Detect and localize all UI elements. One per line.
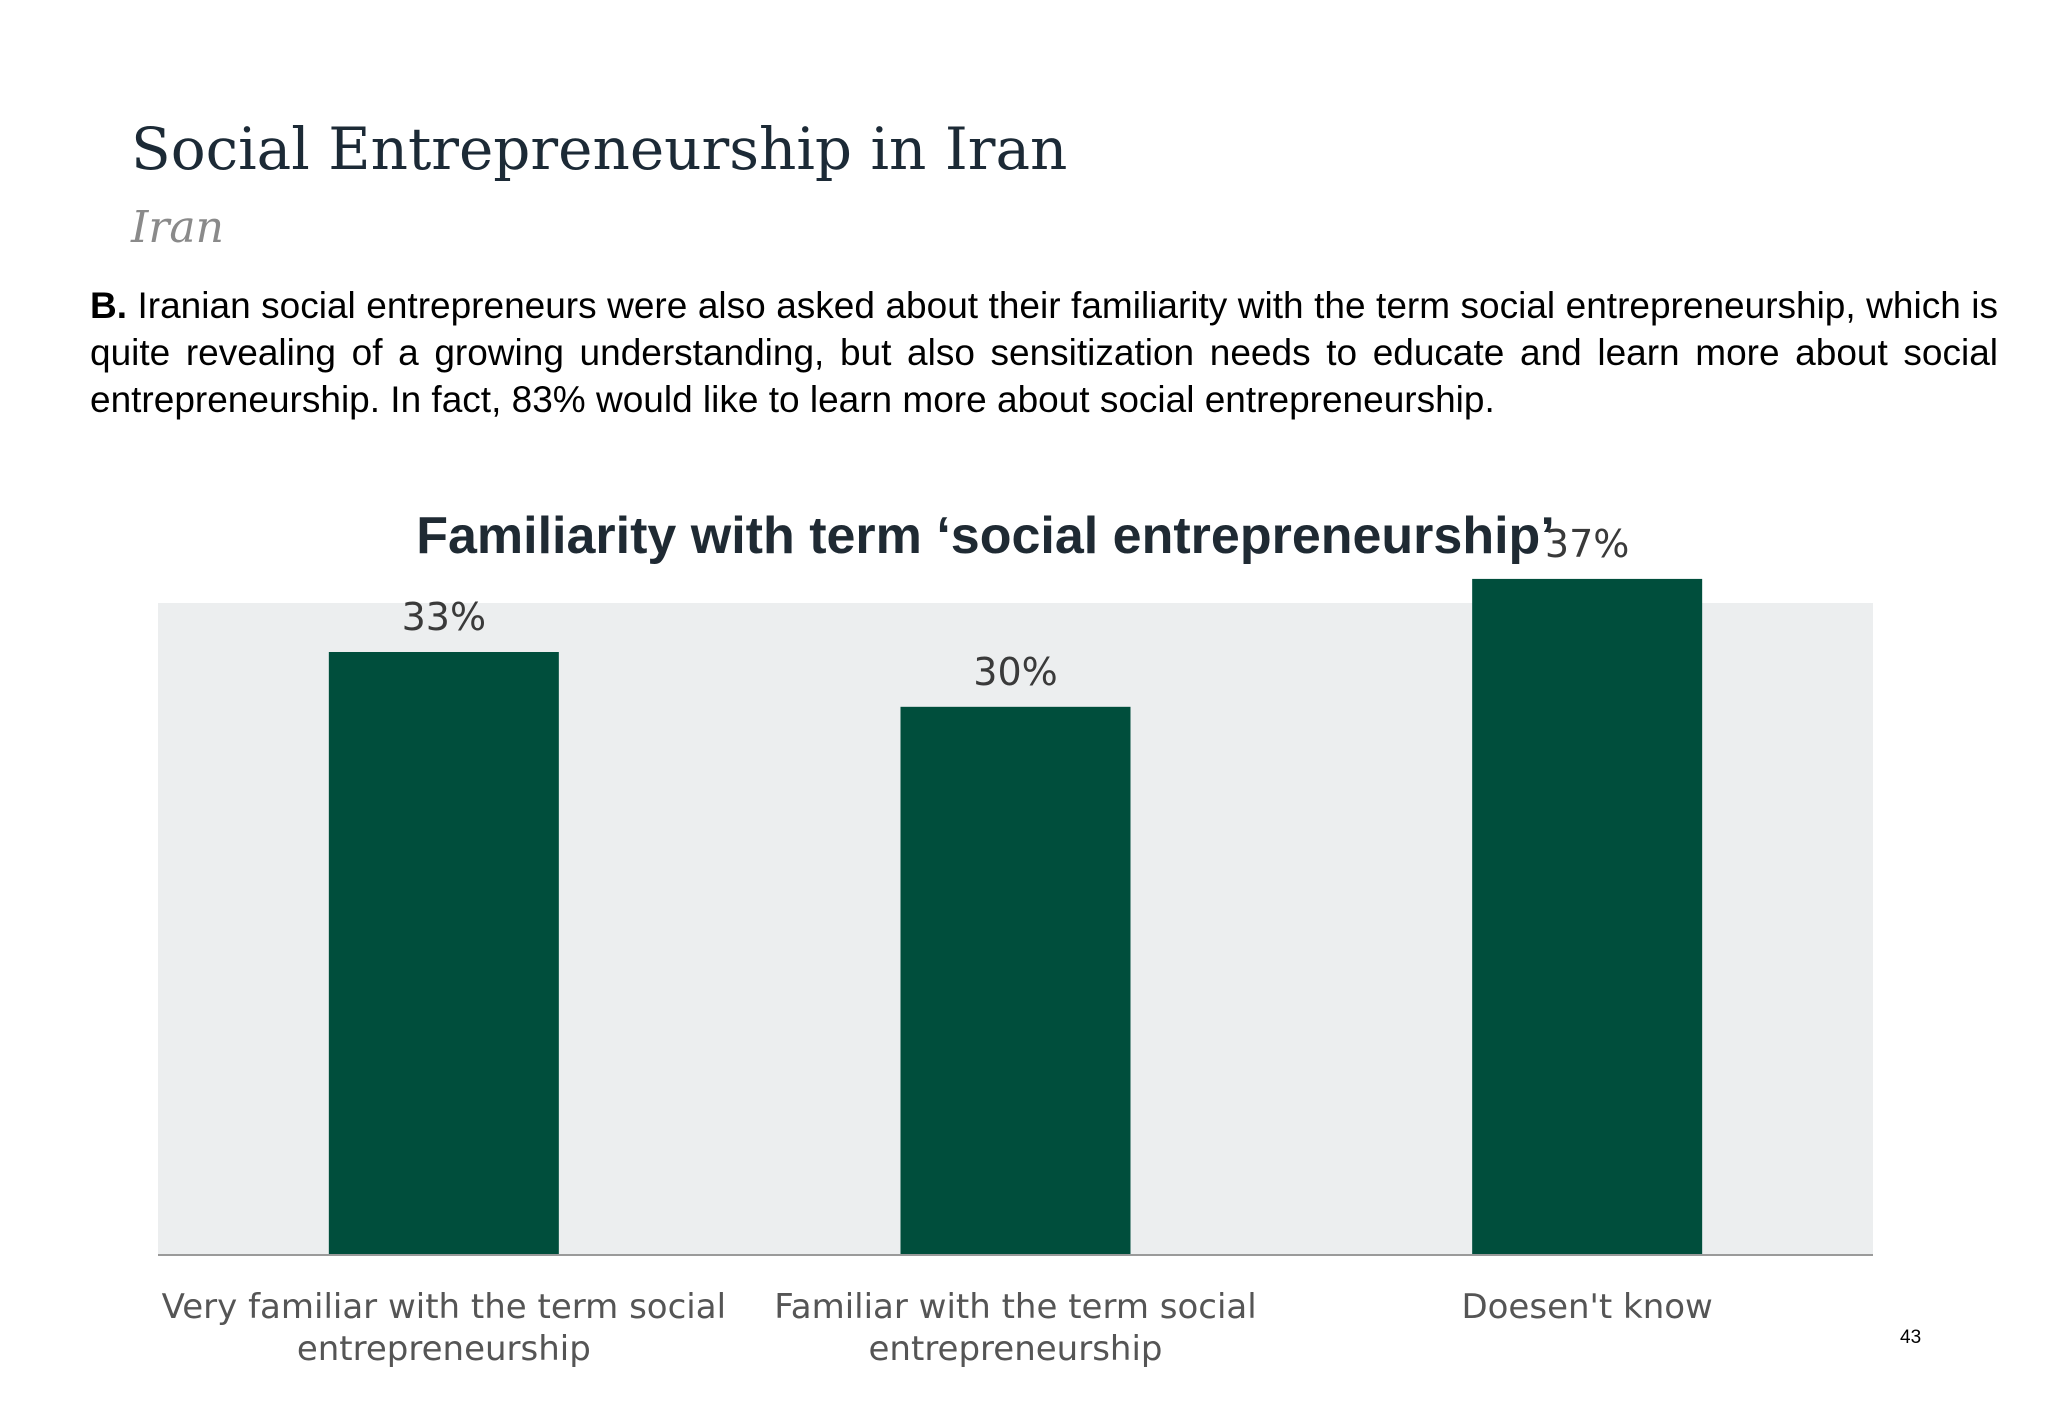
category-label-2-line-2: entrepreneurship	[869, 1329, 1163, 1369]
body-paragraph-lead: B.	[90, 285, 127, 326]
category-label-2-line-1: Familiar with the term social	[774, 1287, 1256, 1327]
category-label-3: Doesen't know	[1461, 1287, 1712, 1327]
bar-3	[1472, 578, 1703, 1255]
data-label-1: 33%	[402, 595, 486, 639]
category-label-1-line-1: Very familiar with the term social	[162, 1287, 726, 1327]
chart-title: Familiarity with term ‘social entreprene…	[416, 507, 1555, 565]
data-label-3: 37%	[1545, 522, 1629, 566]
page-subtitle: Iran	[131, 202, 224, 253]
page-title: Social Entrepreneurship in Iran	[131, 115, 1068, 183]
body-paragraph-text: Iranian social entrepreneurs were also a…	[90, 285, 1998, 420]
body-paragraph: B. Iranian social entrepreneurs were als…	[90, 282, 1998, 423]
bar-1	[328, 652, 559, 1255]
page-number: 43	[1900, 1327, 1922, 1348]
category-label-1-line-2: entrepreneurship	[297, 1329, 591, 1369]
data-label-2: 30%	[973, 650, 1057, 694]
bar-2	[900, 706, 1131, 1255]
